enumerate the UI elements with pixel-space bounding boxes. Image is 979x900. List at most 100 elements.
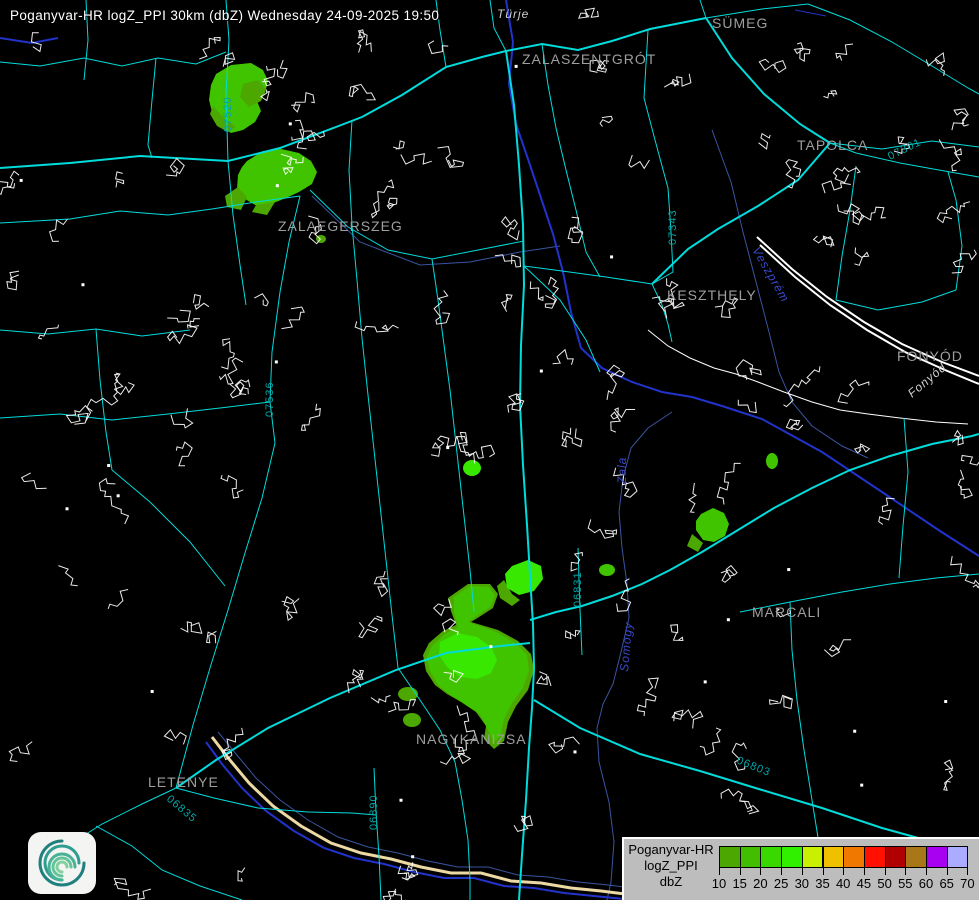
settlement-outline <box>456 705 478 753</box>
legend-tick <box>781 868 783 875</box>
road-line <box>947 171 963 291</box>
radar-echo <box>240 80 266 107</box>
river-line <box>756 236 979 377</box>
legend-tick-label: 45 <box>856 876 872 891</box>
building-dot <box>489 645 493 649</box>
legend-tick <box>739 868 741 875</box>
building-dot <box>573 750 577 754</box>
legend-cell <box>946 846 969 868</box>
settlement-outline <box>564 629 581 640</box>
settlement-outline <box>768 694 793 710</box>
road-line <box>361 50 507 118</box>
settlement-outline <box>386 197 398 210</box>
legend-tick <box>863 868 865 875</box>
road-line <box>373 767 382 900</box>
city-label: KESZTHELY <box>667 287 757 303</box>
settlement-outline <box>938 139 962 172</box>
settlement-outline <box>163 728 187 745</box>
building-dot <box>411 855 415 859</box>
settlement-outline <box>821 180 851 194</box>
settlement-outline <box>561 428 583 448</box>
settlement-outline <box>548 736 580 754</box>
city-label: ZALAEGERSZEG <box>278 218 403 234</box>
settlement-outline <box>281 306 305 330</box>
road-line <box>651 283 673 343</box>
settlement-outline <box>529 281 544 301</box>
legend-tick-label: 20 <box>753 876 768 891</box>
settlement-outline <box>382 888 407 900</box>
settlement-outline <box>206 630 217 644</box>
settlement-outline <box>699 727 722 756</box>
settlement-outline <box>427 40 449 55</box>
road-line <box>435 0 447 68</box>
settlement-outline <box>8 741 33 762</box>
settlement-outline <box>170 408 194 429</box>
river-line <box>647 329 969 425</box>
city-label: MARCALI <box>752 604 821 620</box>
radar-echo <box>696 508 729 542</box>
legend-station-block: Poganyvar-HR logZ_PPI dbZ <box>624 842 718 890</box>
river-line <box>0 37 59 45</box>
legend-tick <box>946 868 948 875</box>
settlement-outline <box>544 276 560 309</box>
legend-tick-label: 55 <box>898 876 913 891</box>
building-dot <box>275 184 279 188</box>
building-dot <box>610 255 614 259</box>
river-line <box>505 0 979 557</box>
settlement-outline <box>98 477 130 525</box>
settlement-outline <box>671 709 704 729</box>
legend-cell <box>884 846 907 868</box>
river-line <box>711 129 869 459</box>
settlement-outlines <box>0 7 979 900</box>
settlement-outline <box>570 551 583 572</box>
route-number-label: 07520 <box>222 96 234 132</box>
road-line <box>829 142 979 178</box>
legend-tick <box>884 868 886 875</box>
building-dot <box>539 369 543 373</box>
radar-echo <box>497 580 520 606</box>
road-line <box>175 442 276 789</box>
legend-tick <box>905 868 907 875</box>
settlement-outline <box>758 132 771 150</box>
settlement-outline <box>587 519 618 539</box>
legend-tick <box>760 868 762 875</box>
settlement-outline <box>758 58 787 74</box>
city-label: FONYÓD <box>897 348 963 364</box>
radar-echo <box>237 149 317 206</box>
road-line <box>147 57 157 159</box>
settlement-outline <box>606 364 626 400</box>
village-label: Fonyód <box>905 360 949 400</box>
settlement-outline <box>500 294 513 312</box>
road-line <box>523 265 601 373</box>
settlement-outline <box>404 862 419 878</box>
settlement-outline <box>793 42 811 62</box>
settlement-outline <box>589 59 610 73</box>
settlement-outline <box>221 338 235 370</box>
building-dot <box>787 568 791 572</box>
settlement-outline <box>951 429 964 446</box>
river-line <box>794 9 827 17</box>
settlement-outline <box>291 119 305 141</box>
building-dot <box>514 64 518 68</box>
radar-echo <box>210 106 236 132</box>
settlement-outline <box>513 815 534 832</box>
settlement-outline <box>612 467 638 498</box>
building-dot <box>150 689 154 693</box>
settlement-outline <box>113 372 135 396</box>
road-line <box>227 160 247 306</box>
settlement-outline <box>229 381 247 399</box>
road-line <box>0 195 301 224</box>
city-label: SÜMEG <box>712 14 768 31</box>
road-line <box>83 0 89 81</box>
road-line <box>705 17 831 144</box>
settlement-outline <box>507 393 525 413</box>
settlement-outline <box>720 564 738 583</box>
road-line <box>348 119 399 669</box>
road-line <box>225 0 230 162</box>
settlement-outline <box>740 800 760 815</box>
road-line <box>835 289 957 311</box>
legend-tick-label: 40 <box>835 876 851 891</box>
settlement-outline <box>785 159 802 189</box>
legend-cell <box>739 846 762 868</box>
